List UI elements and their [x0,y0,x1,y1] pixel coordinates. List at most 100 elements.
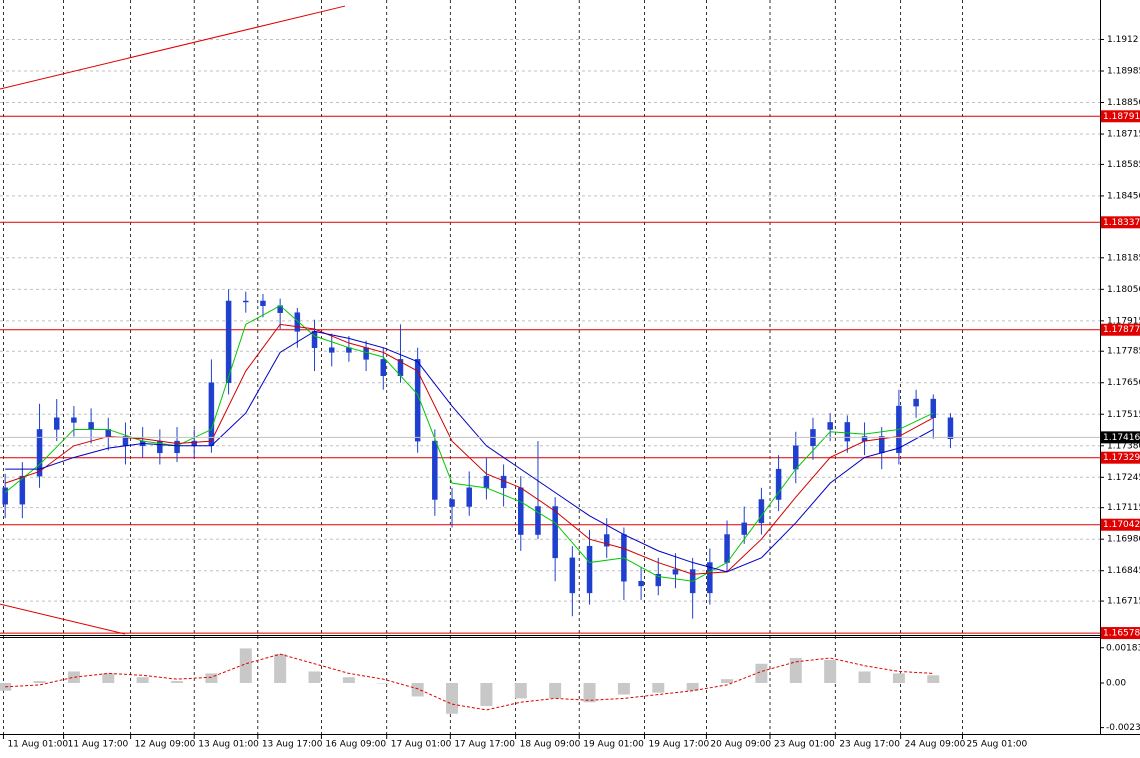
candle-body [672,569,679,575]
macd-bar [446,683,459,714]
macd-signal [5,653,934,711]
candle-body [724,534,730,563]
x-tick-label: 23 Aug 17:00 [839,740,900,750]
x-tick-label: 18 Aug 09:00 [520,740,581,750]
macd-bar [721,679,734,683]
macd-bar [308,671,321,683]
candle-body [328,347,335,353]
x-tick-label: 20 Aug 09:00 [710,740,771,750]
current-price-label: 1.17416 [1103,433,1140,443]
macd-bar [824,659,837,683]
candle-body [827,422,833,430]
moving-average [4,305,934,582]
macd-bar [102,673,115,683]
macd-bar [274,654,287,683]
moving-average [4,323,934,575]
x-tick-label: 11 Aug 01:00 [7,740,68,750]
y2-tick-label: 0.00 [1106,679,1126,689]
level-label: 1.17877 [1103,325,1140,335]
macd-bar [583,683,596,703]
y-tick-label: 1.18585 [1107,160,1140,170]
trendline [0,603,126,635]
x-tick-label: 17 Aug 01:00 [391,740,452,750]
macd-bar [171,681,184,683]
candle-body [518,487,524,535]
candle-body [71,417,77,423]
candle-body [844,422,851,442]
level-label: 1.17042 [1103,520,1140,530]
candle-body [775,468,782,500]
level-label: 1.18791 [1103,112,1140,122]
candle-body [208,382,215,447]
x-tick-label: 13 Aug 17:00 [262,740,323,750]
candle-body [603,534,610,547]
candle-body [947,417,954,440]
level-label: 1.16578 [1103,629,1140,639]
macd-bar [755,663,768,683]
y-tick-label: 1.18715 [1107,130,1140,140]
macd-bar [892,673,905,683]
y-tick-label: 1.17115 [1107,503,1140,513]
candle-body [638,580,644,587]
candle-body [449,499,455,507]
macd-bar [136,677,149,683]
candle-body [243,300,249,303]
x-tick-label: 16 Aug 09:00 [325,740,386,750]
level-label-bg [1101,518,1140,531]
y-tick-label: 1.17915 [1107,316,1140,326]
x-tick-label: 23 Aug 01:00 [774,740,835,750]
macd-bar [686,683,699,691]
candle-body [294,312,301,332]
y-tick-label: 1.17245 [1107,473,1140,483]
candle-body [586,545,593,594]
y-tick-label: 1.17515 [1107,410,1140,420]
macd-bar [377,683,390,684]
candle-body [174,440,180,454]
x-tick-label: 19 Aug 01:00 [583,740,644,750]
candle-body [225,300,232,383]
level-label: 1.17329 [1103,453,1140,463]
macd-bar [205,673,218,683]
y-tick-label: 1.17650 [1107,378,1140,388]
y-tick-label: 1.18185 [1107,253,1140,263]
y-tick-label: 1.18450 [1107,191,1140,201]
macd-bar [789,658,802,683]
candle-body [741,522,747,535]
y-tick-label: 1.18050 [1107,285,1140,295]
x-tick-label: 17 Aug 17:00 [454,740,515,750]
candle-body [466,487,472,507]
macd-bar [858,671,871,683]
plot-background [0,0,1100,734]
macd-bar [411,683,424,697]
macd-bar [67,671,80,683]
y-tick-label: 1.17380 [1107,441,1140,451]
candle-body [793,445,799,470]
macd-bar [480,683,493,707]
candle-body [2,487,8,505]
candle-body [483,475,490,489]
y-tick-label: 1.1912 [1107,35,1139,45]
level-label-bg [1101,216,1140,229]
candle-body [535,506,541,535]
y-tick-label: 1.18850 [1107,98,1140,108]
trendline [0,5,346,90]
candle-body [88,422,94,430]
moving-average [5,330,934,573]
y2-tick-label: -0.00232 [1106,723,1140,733]
macd-bar [239,648,252,683]
level-label-bg [1101,627,1140,640]
macd-bar [342,677,355,683]
y-tick-label: 1.16715 [1107,597,1140,607]
macd-bar [652,683,665,693]
level-label-bg [1101,110,1140,123]
y-tick-label: 1.17785 [1107,347,1140,357]
level-label: 1.18337 [1103,218,1140,228]
y-tick-label: 1.16845 [1107,566,1140,576]
candle-body [707,562,713,594]
candle-body [311,331,318,348]
candle-body [552,506,558,559]
candle-body [930,398,937,419]
candle-body [913,398,919,407]
candle-body [569,557,576,594]
y2-tick-label: 0.001832 [1106,643,1140,653]
